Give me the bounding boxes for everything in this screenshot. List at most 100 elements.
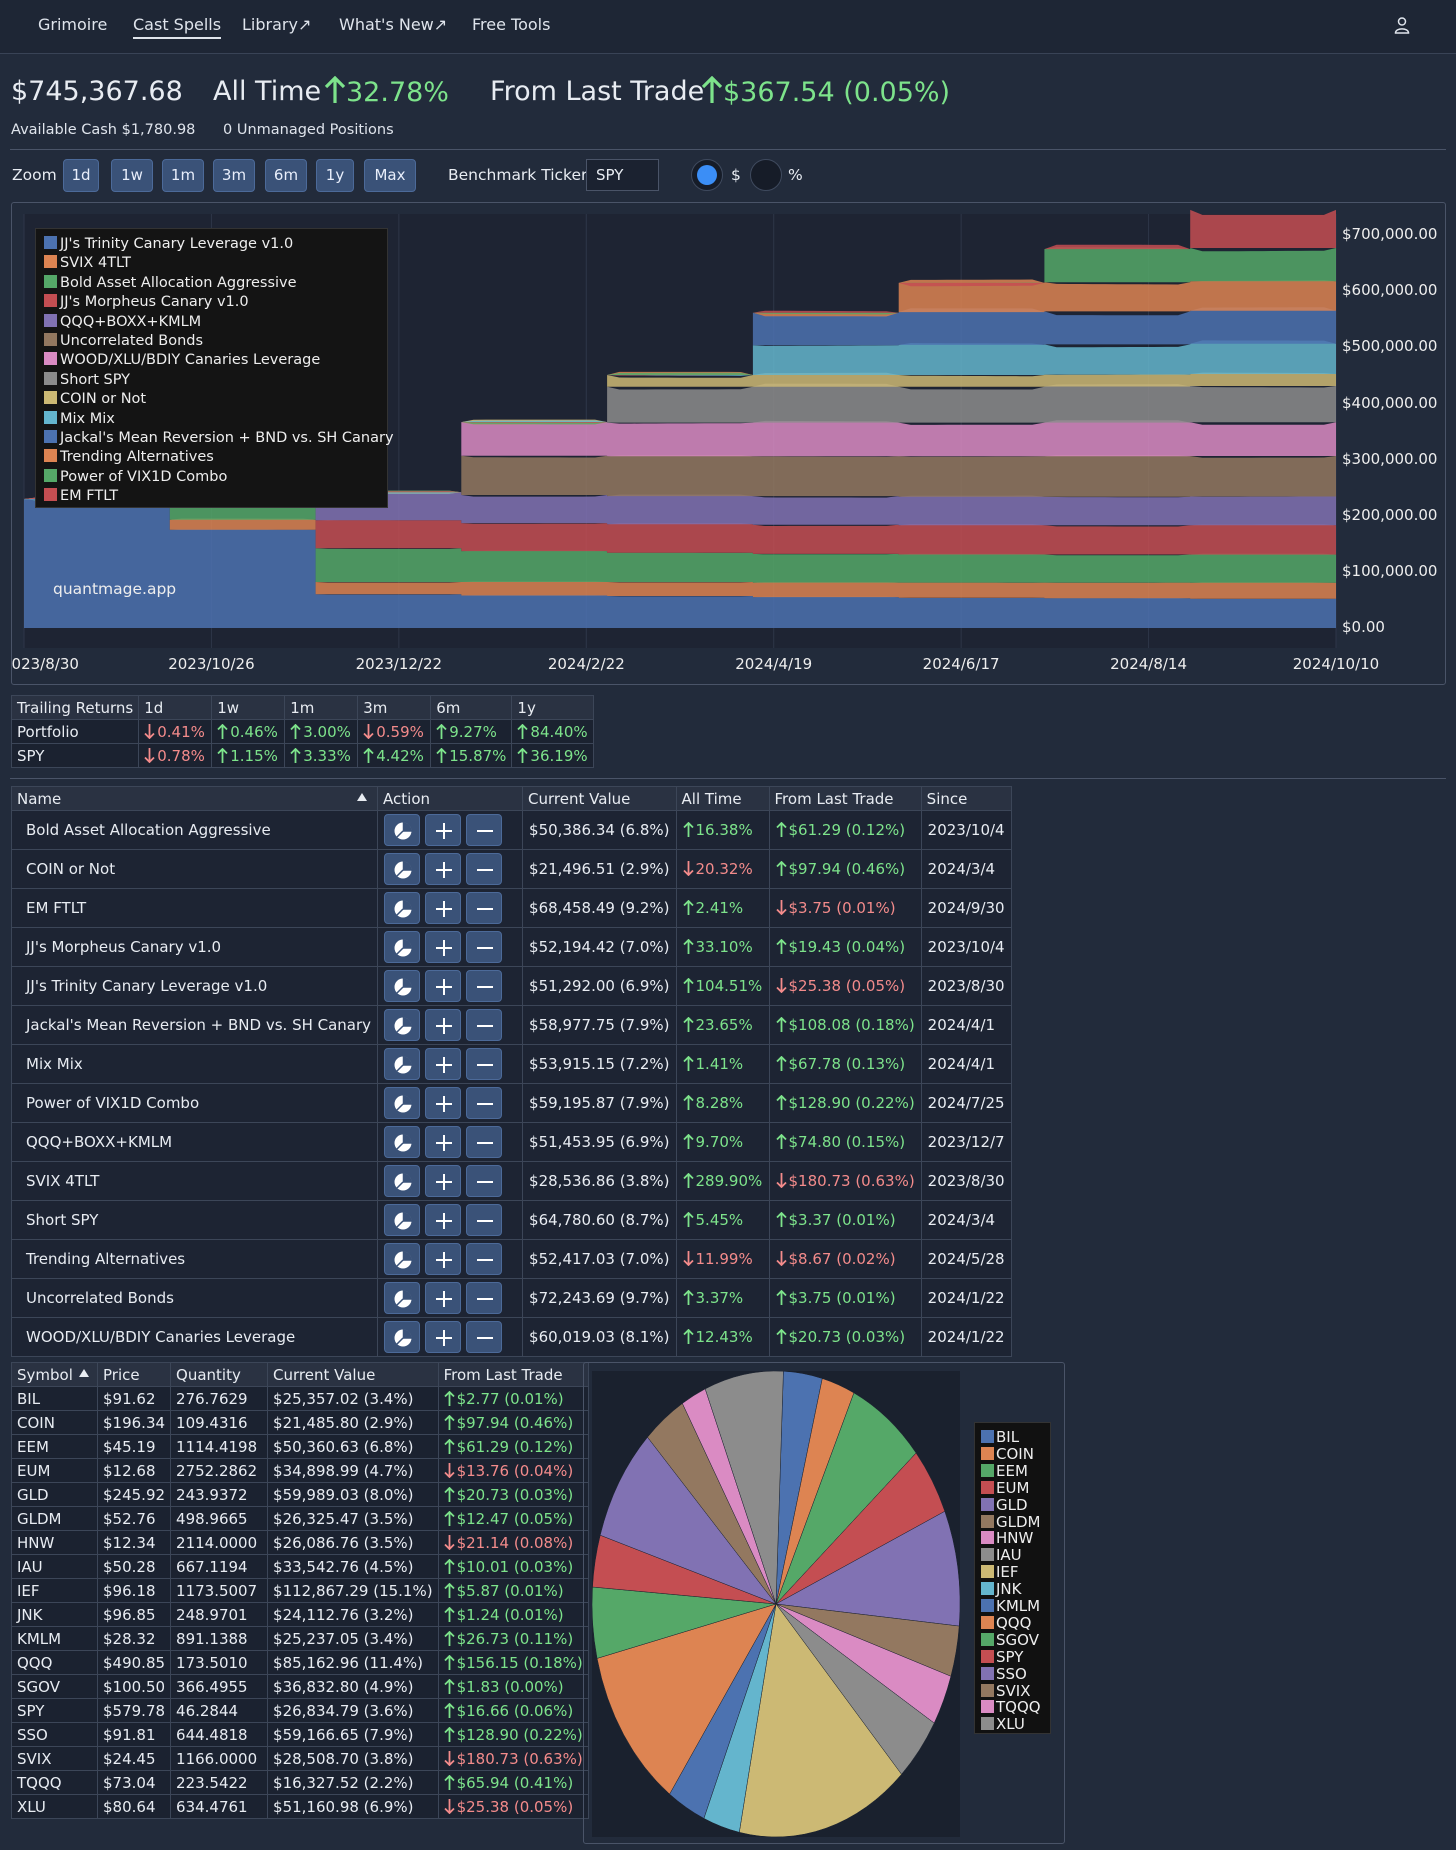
remove-funds-button[interactable] — [466, 1087, 503, 1119]
area-series-1[interactable] — [24, 499, 1336, 600]
spell-name[interactable]: WOOD/XLU/BDIY Canaries Leverage — [10, 1317, 379, 1357]
legend-item[interactable]: JJ's Morpheus Canary v1.0 — [44, 294, 249, 312]
spell-name[interactable]: JJ's Trinity Canary Leverage v1.0 — [10, 966, 379, 1006]
allocation-pie-button[interactable] — [384, 1009, 421, 1041]
spell-row[interactable]: Power of VIX1D Combo $59,195.87 (7.9%) 8… — [10, 1083, 1012, 1123]
remove-funds-button[interactable] — [466, 1321, 503, 1353]
add-funds-button[interactable] — [425, 1243, 462, 1275]
pie-legend-item[interactable]: EUM — [981, 1479, 1029, 1498]
user-icon[interactable] — [1392, 15, 1412, 35]
pie-legend-item[interactable]: JNK — [981, 1580, 1021, 1599]
area-series-9[interactable] — [24, 340, 1336, 501]
spell-row[interactable]: WOOD/XLU/BDIY Canaries Leverage $60,019.… — [10, 1317, 1012, 1357]
spell-name[interactable]: Power of VIX1D Combo — [10, 1083, 379, 1123]
zoom-max-button[interactable]: Max — [364, 159, 416, 192]
add-funds-button[interactable] — [425, 931, 462, 963]
zoom-1w-button[interactable]: 1w — [111, 159, 153, 192]
pie-slice-qqq[interactable] — [596, 1603, 777, 1795]
allocation-pie-button[interactable] — [384, 814, 421, 846]
spell-name[interactable]: JJ's Morpheus Canary v1.0 — [10, 927, 379, 967]
area-series-5[interactable] — [24, 455, 1336, 499]
add-funds-button[interactable] — [425, 1048, 462, 1080]
legend-item[interactable]: EM FTLT — [44, 488, 118, 506]
pie-legend-item[interactable]: IAU — [981, 1546, 1022, 1565]
spell-name[interactable]: SVIX 4TLT — [10, 1161, 379, 1201]
legend-item[interactable]: JJ's Trinity Canary Leverage v1.0 — [44, 236, 293, 254]
spell-name[interactable]: Uncorrelated Bonds — [10, 1278, 379, 1318]
zoom-3m-button[interactable]: 3m — [213, 159, 255, 192]
zoom-6m-button[interactable]: 6m — [265, 159, 307, 192]
add-funds-button[interactable] — [425, 853, 462, 885]
legend-item[interactable]: SVIX 4TLT — [44, 255, 131, 273]
spell-name[interactable]: Trending Alternatives — [10, 1239, 379, 1279]
allocation-pie-button[interactable] — [384, 1126, 421, 1158]
remove-funds-button[interactable] — [466, 970, 503, 1002]
legend-item[interactable]: QQQ+BOXX+KMLM — [44, 313, 201, 332]
spell-row[interactable]: JJ's Morpheus Canary v1.0 $52,194.42 (7.… — [10, 927, 1012, 967]
add-funds-button[interactable] — [425, 1009, 462, 1041]
mode-dollar-radio[interactable] — [691, 159, 723, 191]
spell-row[interactable]: QQQ+BOXX+KMLM $51,453.95 (6.9%) 9.70% $7… — [10, 1122, 1012, 1162]
zoom-1y-button[interactable]: 1y — [316, 159, 354, 192]
sort-asc-icon[interactable] — [79, 1369, 89, 1377]
remove-funds-button[interactable] — [466, 1282, 503, 1314]
spell-name[interactable]: COIN or Not — [10, 849, 379, 889]
nav-grimoire[interactable]: Grimoire — [38, 15, 108, 34]
legend-item[interactable]: WOOD/XLU/BDIY Canaries Leverage — [44, 352, 320, 370]
remove-funds-button[interactable] — [466, 1009, 503, 1041]
spell-name[interactable]: Mix Mix — [10, 1044, 379, 1084]
pie-legend-item[interactable]: SVIX — [981, 1682, 1030, 1701]
area-series-2[interactable] — [24, 484, 1336, 584]
spell-name[interactable]: EM FTLT — [10, 888, 379, 928]
area-series-11[interactable] — [24, 279, 1336, 500]
add-funds-button[interactable] — [425, 814, 462, 846]
remove-funds-button[interactable] — [466, 1126, 503, 1158]
pie-legend-item[interactable]: EEM — [981, 1462, 1028, 1481]
pie-legend-item[interactable]: BIL — [981, 1428, 1019, 1447]
spell-row[interactable]: Short SPY $64,780.60 (8.7%) 5.45% $3.37 … — [10, 1200, 1012, 1240]
add-funds-button[interactable] — [425, 1087, 462, 1119]
remove-funds-button[interactable] — [466, 931, 503, 963]
remove-funds-button[interactable] — [466, 1048, 503, 1080]
spells-column-header[interactable]: Name — [10, 786, 379, 811]
pie-slice-ief[interactable] — [739, 1603, 902, 1837]
area-series-6[interactable] — [24, 420, 1336, 499]
sort-asc-icon[interactable] — [357, 793, 368, 801]
pie-legend-item[interactable]: IEF — [981, 1563, 1019, 1582]
remove-funds-button[interactable] — [466, 1243, 503, 1275]
allocation-pie-button[interactable] — [384, 1282, 421, 1314]
spell-row[interactable]: Mix Mix $53,915.15 (7.2%) 1.41% $67.78 (… — [10, 1044, 1012, 1084]
remove-funds-button[interactable] — [466, 892, 503, 924]
legend-item[interactable]: Trending Alternatives — [44, 449, 214, 467]
pie-legend-item[interactable]: KMLM — [981, 1597, 1040, 1616]
allocation-pie-button[interactable] — [384, 1087, 421, 1119]
add-funds-button[interactable] — [425, 1165, 462, 1197]
legend-item[interactable]: Uncorrelated Bonds — [44, 333, 203, 351]
area-series-10[interactable] — [24, 307, 1336, 501]
allocation-pie-button[interactable] — [384, 892, 421, 924]
pie-legend-item[interactable]: COIN — [981, 1445, 1034, 1464]
allocation-pie-button[interactable] — [384, 853, 421, 885]
pie-slice-xlu[interactable] — [704, 1371, 784, 1605]
benchmark-ticker-input[interactable] — [586, 159, 659, 191]
legend-item[interactable]: Power of VIX1D Combo — [44, 468, 227, 487]
remove-funds-button[interactable] — [466, 1204, 503, 1236]
legend-item[interactable]: Mix Mix — [44, 410, 115, 429]
allocation-pie-button[interactable] — [384, 931, 421, 963]
spell-row[interactable]: Trending Alternatives $52,417.03 (7.0%) … — [10, 1239, 1012, 1279]
spell-row[interactable]: COIN or Not $21,496.51 (2.9%) 20.32% $97… — [10, 849, 1012, 889]
add-funds-button[interactable] — [425, 1126, 462, 1158]
pie-slice-gld[interactable] — [775, 1510, 960, 1627]
spell-name[interactable]: Bold Asset Allocation Aggressive — [10, 810, 379, 850]
pie-legend-item[interactable]: GLDM — [981, 1513, 1040, 1532]
spell-row[interactable]: Jackal's Mean Reversion + BND vs. SH Can… — [10, 1005, 1012, 1045]
allocation-pie-button[interactable] — [384, 1243, 421, 1275]
add-funds-button[interactable] — [425, 1204, 462, 1236]
zoom-1d-button[interactable]: 1d — [63, 159, 99, 192]
pie-legend-item[interactable]: XLU — [981, 1715, 1025, 1734]
allocation-pie-button[interactable] — [384, 1048, 421, 1080]
add-funds-button[interactable] — [425, 892, 462, 924]
remove-funds-button[interactable] — [466, 814, 503, 846]
area-series-0[interactable] — [24, 498, 1336, 628]
pie-legend-item[interactable]: TQQQ — [981, 1698, 1041, 1717]
